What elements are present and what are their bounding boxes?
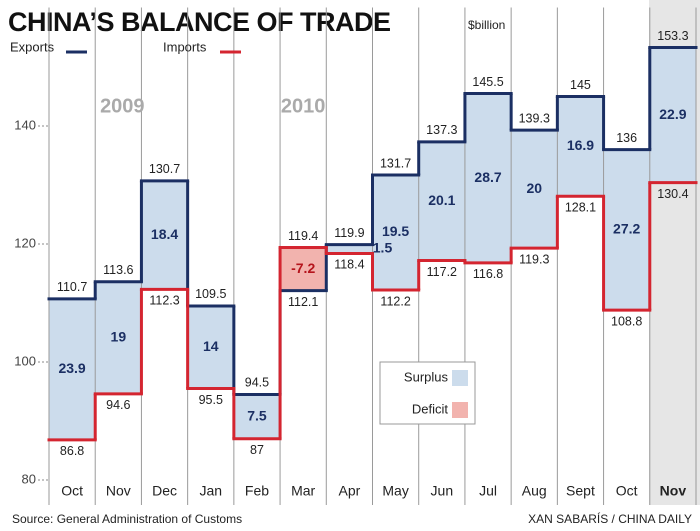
value-label: 87 [250, 443, 264, 457]
balance-label: 19.5 [382, 223, 409, 239]
x-tick-label: Jan [199, 483, 222, 499]
balance-fill [464, 93, 512, 263]
value-label: 113.6 [103, 263, 133, 277]
x-tick-label: Mar [291, 483, 315, 499]
value-label: 130.4 [657, 187, 688, 201]
balance-label: 23.9 [58, 360, 85, 376]
balance-fill [280, 247, 327, 291]
value-label: 117.2 [427, 265, 457, 279]
balance-fill [95, 281, 142, 394]
y-tick-label: 80 [22, 471, 36, 486]
value-label: 94.5 [245, 376, 269, 390]
value-label: 116.8 [473, 267, 503, 281]
x-tick-label: May [382, 483, 408, 499]
value-label: 112.2 [380, 294, 410, 308]
balance-label: 1.5 [373, 240, 393, 256]
value-label: 108.8 [611, 314, 642, 328]
legend-label: Deficit [412, 401, 449, 416]
value-label: 145.5 [472, 75, 503, 89]
year-label: 2010 [281, 95, 326, 117]
balance-fill [649, 47, 696, 183]
value-label: 153.3 [657, 29, 688, 43]
value-label: 94.6 [106, 398, 130, 412]
y-tick-label: 100 [14, 353, 36, 368]
balance-fill [141, 180, 188, 290]
value-label: 118.4 [334, 258, 364, 272]
balance-fill [511, 130, 558, 249]
x-tick-label: Nov [660, 483, 687, 499]
balance-fill [372, 174, 419, 291]
year-label: 2009 [100, 95, 145, 117]
value-label: 128.1 [565, 201, 596, 215]
balance-fill [326, 244, 373, 254]
balance-fill [557, 96, 604, 197]
balance-label: 20 [526, 180, 542, 196]
legend-swatch [452, 370, 468, 386]
balance-label: 16.9 [567, 137, 594, 153]
value-label: 109.5 [195, 287, 226, 301]
credit: XAN SABARÍS / CHINA DAILY [528, 511, 692, 526]
x-tick-label: Oct [616, 483, 638, 499]
x-tick-label: Oct [61, 483, 83, 499]
value-label: 110.7 [57, 280, 87, 294]
chart-title: CHINA’S BALANCE OF TRADE [8, 7, 391, 37]
value-label: 139.3 [519, 111, 550, 125]
balance-label: 28.7 [474, 169, 501, 185]
value-label: 119.4 [288, 229, 318, 243]
balance-label: 14 [203, 338, 219, 354]
value-label: 130.7 [149, 162, 180, 176]
balance-label: 22.9 [659, 106, 686, 122]
balance-label: 19 [111, 329, 127, 345]
x-tick-label: Aug [522, 483, 547, 499]
x-tick-label: Dec [152, 483, 177, 499]
balance-label: 27.2 [613, 221, 640, 237]
value-label: 119.3 [519, 252, 549, 266]
x-tick-label: Apr [338, 483, 360, 499]
balance-fill [418, 141, 465, 261]
source: Source: General Administration of Custom… [12, 512, 242, 526]
value-label: 112.1 [288, 295, 318, 309]
balance-label: 7.5 [247, 407, 267, 423]
balance-fill [49, 298, 96, 440]
value-label: 112.3 [149, 294, 179, 308]
y-tick-label: 140 [14, 117, 36, 132]
balance-fill [187, 305, 234, 389]
unit-label: $billion [468, 18, 505, 32]
legend-label: Surplus [404, 369, 449, 384]
value-label: 119.9 [334, 226, 364, 240]
legend-label: Exports [10, 39, 55, 54]
legend-label: Imports [163, 39, 207, 54]
x-tick-label: Feb [245, 483, 269, 499]
x-tick-label: Nov [106, 483, 131, 499]
value-label: 131.7 [380, 156, 411, 170]
value-label: 136 [616, 131, 637, 145]
x-tick-label: Jul [479, 483, 497, 499]
value-label: 145 [570, 78, 591, 92]
value-label: 86.8 [60, 444, 84, 458]
x-tick-label: Sept [566, 483, 595, 499]
balance-fill [233, 394, 281, 439]
balance-label: -7.2 [291, 260, 315, 276]
x-tick-label: Jun [431, 483, 454, 499]
value-label: 137.3 [426, 123, 457, 137]
balance-label: 18.4 [151, 226, 178, 242]
balance-label: 20.1 [428, 192, 455, 208]
value-label: 95.5 [199, 393, 223, 407]
balance-fill [603, 149, 650, 311]
legend-swatch [452, 402, 468, 418]
y-tick-label: 120 [14, 235, 36, 250]
